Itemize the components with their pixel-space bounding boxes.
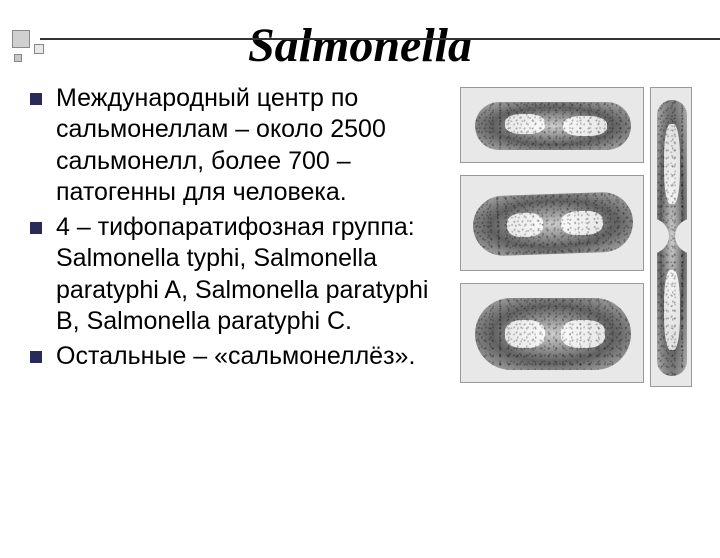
bullet-item: 4 – тифопаратифозная группа: Salmonella … xyxy=(30,212,450,337)
bullet-text: 4 – тифопаратифозная группа: Salmonella … xyxy=(56,212,450,337)
micrograph-panel xyxy=(460,283,644,383)
content-area: Международный центр по сальмонеллам – ок… xyxy=(0,83,720,387)
deco-square xyxy=(14,54,22,62)
nucleoid xyxy=(561,210,604,235)
bullet-text: Остальные – «сальмонеллёз». xyxy=(56,341,415,372)
nucleoid xyxy=(505,320,545,348)
nucleoid xyxy=(664,270,680,350)
bullet-marker xyxy=(30,351,42,363)
nucleoid xyxy=(563,116,607,136)
bullet-marker xyxy=(30,93,42,105)
bacteria-cell-icon xyxy=(475,298,631,370)
nucleoid xyxy=(507,212,544,237)
nucleoid xyxy=(561,320,605,348)
bullet-item: Остальные – «сальмонеллёз». xyxy=(30,341,450,372)
micrograph-panel xyxy=(460,87,644,163)
header-line xyxy=(40,38,720,40)
bullet-marker xyxy=(30,222,42,234)
nucleoid xyxy=(505,114,545,134)
slide-title: Salmonella xyxy=(0,18,720,73)
micrograph-column xyxy=(450,83,700,387)
text-column: Международный центр по сальмонеллам – ок… xyxy=(30,83,450,387)
bullet-text: Международный центр по сальмонеллам – ок… xyxy=(56,83,450,208)
deco-square xyxy=(12,30,30,48)
deco-square xyxy=(34,44,44,54)
nucleoid xyxy=(664,124,680,204)
bacteria-cell-icon xyxy=(475,102,631,150)
micrograph-panel xyxy=(460,175,644,271)
bullet-item: Международный центр по сальмонеллам – ок… xyxy=(30,83,450,208)
micrograph-panel-vertical xyxy=(650,87,692,387)
micrograph-left-stack xyxy=(460,87,644,387)
bacteria-cell-icon xyxy=(472,191,634,257)
